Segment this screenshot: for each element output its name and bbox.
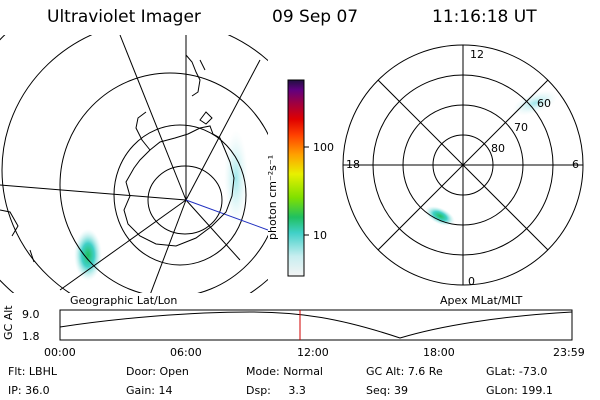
time-tick: 18:00 — [423, 346, 455, 359]
time-tick: 00:00 — [44, 346, 76, 359]
ip-status: IP: 36.0 — [8, 384, 50, 397]
geographic-map — [0, 35, 268, 293]
instrument-title: Ultraviolet Imager — [47, 7, 201, 27]
time-label: 11:16:18 UT — [432, 7, 537, 27]
mlt-label: 18 — [346, 158, 360, 171]
mlt-label: 12 — [470, 48, 484, 61]
time-tick: 06:00 — [170, 346, 202, 359]
gain-status: Gain: 14 — [126, 384, 173, 397]
altitude-ytick: 9.0 — [22, 308, 40, 321]
apex-map — [342, 44, 584, 286]
door-status: Door: Open — [126, 365, 189, 378]
date-label: 09 Sep 07 — [272, 7, 359, 27]
time-tick: 12:00 — [297, 346, 329, 359]
colorbar-label: photon cm⁻²s⁻¹ — [266, 154, 279, 240]
aurora-patch — [512, 90, 558, 116]
seq-status: Seq: 39 — [366, 384, 408, 397]
aurora-patch — [425, 206, 455, 226]
glat-status: GLat: -73.0 — [486, 365, 548, 378]
mlt-label: 6 — [572, 158, 579, 171]
aurora-patch — [74, 229, 102, 281]
time-tick: 23:59 — [553, 346, 585, 359]
colorbar-tick: 10 — [313, 229, 327, 242]
altitude-ylabel: GC Alt — [2, 305, 15, 340]
glon-status: GLon: 199.1 — [486, 384, 553, 397]
mode-status: Mode: Normal — [246, 365, 323, 378]
dsp-status: Dsp: 3.3 — [246, 384, 306, 397]
filter-status: Flt: LBHL — [8, 365, 57, 378]
lat-label: 60 — [537, 97, 551, 110]
mlt-label: 0 — [468, 275, 475, 288]
colorbar — [287, 79, 309, 277]
gcalt-status: GC Alt: 7.6 Re — [366, 365, 443, 378]
altitude-plot — [59, 309, 573, 341]
altitude-ytick: 1.8 — [22, 330, 40, 343]
lat-label: 70 — [514, 121, 528, 134]
colorbar-tick: 100 — [313, 141, 334, 154]
apex-caption: Apex MLat/MLT — [440, 294, 523, 307]
lat-label: 80 — [491, 142, 505, 155]
geographic-caption: Geographic Lat/Lon — [70, 294, 178, 307]
altitude-trace — [59, 311, 573, 339]
